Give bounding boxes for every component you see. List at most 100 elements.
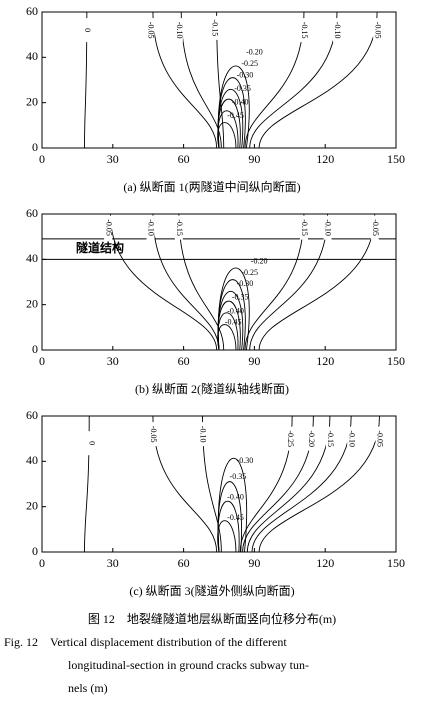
contour-label: -0.25	[286, 430, 295, 447]
label-gap	[104, 215, 113, 240]
contour-label: -0.05	[373, 22, 382, 39]
panel-caption: (b) 纵断面 2(隧道纵轴线断面)	[135, 381, 289, 396]
contour-line	[258, 11, 378, 149]
contour-label: -0.10	[324, 219, 333, 236]
x-tick-label: 0	[39, 556, 45, 570]
x-tick-label: 120	[316, 354, 334, 368]
contour-label: -0.35	[232, 293, 249, 302]
contour-label: -0.20	[246, 48, 263, 57]
contour-line	[109, 213, 218, 351]
contour-line	[258, 415, 380, 553]
x-tick-label: 150	[387, 152, 405, 166]
x-tick-label: 60	[178, 556, 190, 570]
contour-label: -0.05	[371, 219, 380, 236]
contour-label: -0.35	[230, 472, 247, 481]
x-tick-label: 30	[107, 556, 119, 570]
contour-label: 0	[83, 28, 92, 32]
label-gap	[299, 18, 308, 43]
contour-label: -0.10	[147, 219, 156, 236]
contour-label: -0.10	[347, 430, 356, 447]
contour-label: -0.05	[147, 22, 156, 39]
contour-label: -0.45	[227, 513, 244, 522]
label-gap	[370, 215, 379, 240]
contour-label: -0.10	[199, 426, 208, 443]
contour-line	[258, 213, 376, 351]
panel-caption: (a) 纵断面 1(两隧道中间纵向断面)	[123, 179, 300, 194]
contour-label: -0.15	[300, 22, 309, 39]
contour-label: 0	[88, 441, 97, 445]
contour-line	[217, 520, 237, 553]
contour-label: -0.45	[225, 318, 242, 327]
y-tick-label: 20	[26, 498, 38, 512]
contour-label: -0.20	[307, 430, 316, 447]
figure-caption-en: nels (m)	[68, 681, 108, 695]
x-tick-label: 90	[248, 152, 260, 166]
y-tick-label: 0	[32, 544, 38, 558]
y-tick-label: 40	[26, 251, 38, 265]
contour-line	[244, 213, 305, 351]
y-tick-label: 0	[32, 342, 38, 356]
contour-label: -0.15	[326, 430, 335, 447]
label-gap	[325, 426, 334, 451]
x-tick-label: 60	[178, 152, 190, 166]
contour-label: -0.30	[237, 70, 254, 79]
label-gap	[373, 18, 382, 43]
contour-line	[249, 11, 338, 149]
contour-label: -0.25	[241, 268, 258, 277]
contour-label: -0.05	[104, 219, 113, 236]
contour-label: -0.10	[333, 22, 342, 39]
label-gap	[299, 215, 308, 240]
x-tick-label: 150	[387, 556, 405, 570]
label-gap	[174, 215, 183, 240]
y-tick-label: 20	[26, 94, 38, 108]
y-tick-label: 60	[26, 408, 38, 422]
x-tick-label: 0	[39, 152, 45, 166]
label-gap	[307, 426, 316, 451]
contour-label: -0.10	[175, 22, 184, 39]
contour-label: -0.30	[237, 456, 254, 465]
contour-label: -0.25	[241, 59, 258, 68]
contour-label: -0.40	[227, 492, 244, 501]
panel-caption: (c) 纵断面 3(隧道外侧纵向断面)	[129, 583, 294, 598]
contour-line	[217, 324, 237, 351]
label-gap	[375, 426, 384, 451]
x-tick-label: 150	[387, 354, 405, 368]
label-gap	[285, 426, 294, 451]
contour-label: -0.35	[234, 84, 251, 93]
figure-caption-en: longitudinal-section in ground cracks su…	[68, 658, 309, 672]
x-tick-label: 30	[107, 152, 119, 166]
label-gap	[323, 215, 332, 240]
label-gap	[198, 422, 207, 447]
contour-line	[249, 213, 329, 351]
label-gap	[82, 18, 91, 43]
x-tick-label: 120	[316, 152, 334, 166]
contour-line	[217, 122, 237, 149]
tunnel-label: 隧道结构	[76, 240, 124, 255]
contour-line	[244, 11, 305, 149]
label-gap	[210, 15, 219, 40]
contour-line	[152, 11, 218, 149]
label-gap	[148, 422, 157, 447]
contour-label: -0.15	[300, 219, 309, 236]
x-tick-label: 30	[107, 354, 119, 368]
contour-label: -0.40	[232, 97, 249, 106]
label-gap	[333, 18, 341, 43]
contour-label: -0.40	[227, 306, 244, 315]
contour-label: -0.05	[149, 426, 158, 443]
contour-label: -0.30	[237, 279, 254, 288]
label-gap	[146, 215, 155, 240]
y-tick-label: 20	[26, 296, 38, 310]
y-tick-label: 40	[26, 49, 38, 63]
contour-label: -0.15	[175, 219, 184, 236]
contour-label: -0.05	[376, 430, 385, 447]
contour-label: -0.20	[251, 256, 268, 265]
x-tick-label: 0	[39, 354, 45, 368]
y-tick-label: 40	[26, 453, 38, 467]
label-gap	[347, 426, 356, 451]
figure-caption-en: Fig. 12 Vertical displacement distributi…	[4, 635, 287, 649]
contour-line	[242, 415, 314, 553]
x-tick-label: 60	[178, 354, 190, 368]
label-gap	[146, 18, 155, 43]
contour-line	[178, 213, 225, 351]
